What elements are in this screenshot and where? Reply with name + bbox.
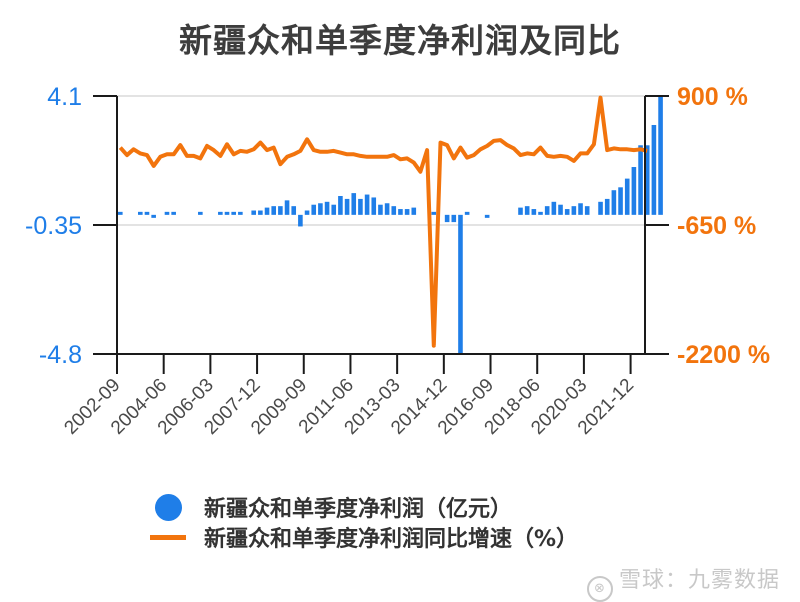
watermark-text: 雪球：九雾数据 <box>619 568 781 593</box>
bar <box>584 206 590 215</box>
axes <box>93 95 669 355</box>
bar <box>151 214 156 218</box>
bar <box>284 200 290 215</box>
bar <box>351 193 357 215</box>
bar <box>631 167 637 215</box>
bar <box>164 211 170 215</box>
bar <box>138 211 143 215</box>
growth-line <box>118 95 648 348</box>
bar <box>458 214 463 354</box>
legend-circle-icon <box>155 493 182 521</box>
watermark: ⊗ 雪球：九雾数据 <box>587 562 780 602</box>
legend: 新疆众和单季度净利润（亿元） 新疆众和单季度净利润同比增速（%） <box>150 492 578 552</box>
y-axis-labels: 4.1 -0.35 -4.8 900 % -650 % -2200 % <box>25 83 770 369</box>
bar <box>531 209 537 215</box>
bar-series <box>118 96 663 354</box>
bar <box>544 206 550 215</box>
legend-line-icon <box>150 534 186 540</box>
bar <box>451 214 457 223</box>
bar <box>304 210 310 215</box>
bar <box>251 210 256 215</box>
bar <box>118 211 123 215</box>
legend-item-line[interactable]: 新疆众和单季度净利润同比增速（%） <box>150 522 578 552</box>
line-series <box>118 95 648 348</box>
bar <box>658 96 663 215</box>
left-y-tick-label: 4.1 <box>47 83 82 111</box>
bar <box>551 201 557 215</box>
bar <box>391 206 397 215</box>
bar <box>311 204 317 215</box>
right-y-tick-label: -2200 % <box>677 341 770 369</box>
bar <box>571 206 577 215</box>
bar <box>338 196 343 215</box>
bar <box>344 198 350 215</box>
bar <box>278 206 283 215</box>
bar <box>198 211 203 215</box>
bar <box>604 198 610 215</box>
bar <box>291 206 297 215</box>
bar <box>464 211 470 215</box>
bar <box>358 198 363 215</box>
legend-label-line: 新疆众和单季度净利润同比增速（%） <box>204 527 579 552</box>
bar <box>231 211 236 215</box>
bar <box>384 203 390 215</box>
bar <box>524 206 530 215</box>
x-axis-labels: 2002-092004-062006-032007-122009-092011-… <box>60 354 638 439</box>
bar <box>238 211 243 215</box>
bar <box>651 124 657 215</box>
bar <box>398 209 403 215</box>
bar <box>618 187 623 215</box>
left-y-tick-label: -0.35 <box>25 212 82 240</box>
bar <box>411 207 417 215</box>
bar <box>378 204 383 215</box>
bar <box>271 206 277 215</box>
bar <box>611 190 617 215</box>
bar <box>258 210 263 215</box>
chart-title: 新疆众和单季度净利润及同比 <box>179 21 621 60</box>
gridlines <box>117 95 645 226</box>
bar <box>364 194 370 215</box>
bar <box>538 211 543 215</box>
bar <box>318 203 323 215</box>
bar <box>331 204 337 215</box>
bar <box>218 211 223 215</box>
right-y-tick-label: -650 % <box>677 212 756 240</box>
bar <box>638 145 643 215</box>
bar <box>371 197 377 215</box>
bar <box>558 204 563 215</box>
right-y-tick-label: 900 % <box>677 83 748 111</box>
bar <box>644 145 650 215</box>
bar <box>624 178 630 215</box>
bar <box>578 203 583 215</box>
bar <box>171 211 176 215</box>
legend-label-bar: 新疆众和单季度净利润（亿元） <box>204 497 513 522</box>
bar <box>564 209 570 215</box>
bar <box>264 207 270 215</box>
bar <box>404 209 410 215</box>
bar <box>144 211 150 215</box>
bar <box>444 214 450 223</box>
bar <box>518 207 523 215</box>
bar <box>431 211 437 215</box>
bar <box>598 201 603 215</box>
legend-item-bar[interactable]: 新疆众和单季度净利润（亿元） <box>150 492 578 522</box>
left-y-tick-label: -4.8 <box>39 341 82 369</box>
bar <box>298 214 303 227</box>
bar <box>224 211 230 215</box>
bar <box>324 201 330 215</box>
bar <box>484 214 490 218</box>
snowball-logo-icon: ⊗ <box>587 576 613 602</box>
